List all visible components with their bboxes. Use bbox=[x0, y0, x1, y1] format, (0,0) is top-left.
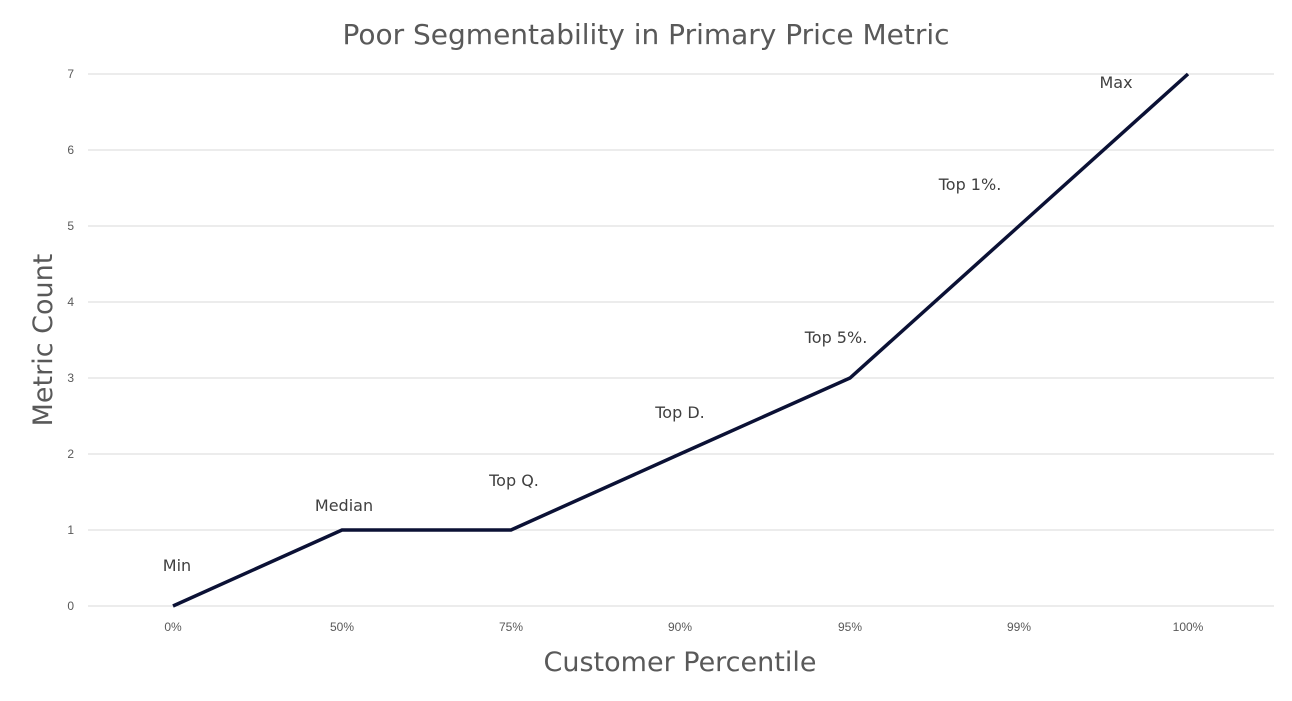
y-tick-label: 4 bbox=[67, 295, 74, 309]
y-tick-label: 0 bbox=[67, 599, 74, 613]
chart-title: Poor Segmentability in Primary Price Met… bbox=[342, 18, 949, 51]
y-axis-ticks: 0 1 2 3 4 5 6 7 bbox=[67, 67, 74, 613]
x-tick-label: 95% bbox=[838, 620, 862, 634]
y-tick-label: 7 bbox=[67, 67, 74, 81]
x-tick-label: 75% bbox=[499, 620, 523, 634]
gridlines bbox=[88, 73, 1274, 607]
y-axis-title: Metric Count bbox=[28, 254, 59, 427]
point-annotation: Top 1%. bbox=[938, 175, 1002, 194]
point-annotation: Top 5%. bbox=[804, 328, 868, 347]
y-tick-label: 1 bbox=[67, 523, 74, 537]
series-line bbox=[172, 72, 1190, 608]
x-tick-label: 50% bbox=[330, 620, 354, 634]
x-tick-label: 90% bbox=[668, 620, 692, 634]
point-annotation: Max bbox=[1099, 73, 1132, 92]
x-tick-label: 99% bbox=[1007, 620, 1031, 634]
y-tick-label: 5 bbox=[67, 219, 74, 233]
point-annotation: Median bbox=[315, 496, 373, 515]
annotation-layer: Min Median Top Q. Top D. Top 5%. Top 1%. Max bbox=[163, 73, 1133, 575]
point-annotation: Min bbox=[163, 556, 191, 575]
x-axis-title: Customer Percentile bbox=[544, 647, 817, 678]
y-tick-label: 6 bbox=[67, 143, 74, 157]
y-tick-label: 2 bbox=[67, 447, 74, 461]
x-tick-label: 100% bbox=[1173, 620, 1204, 634]
point-annotation: Top D. bbox=[654, 403, 705, 422]
y-tick-label: 3 bbox=[67, 371, 74, 385]
point-annotation: Top Q. bbox=[488, 471, 539, 490]
x-axis-ticks: 0% 50% 75% 90% 95% 99% 100% bbox=[164, 620, 1203, 634]
x-tick-label: 0% bbox=[164, 620, 182, 634]
series-layer bbox=[172, 72, 1190, 608]
